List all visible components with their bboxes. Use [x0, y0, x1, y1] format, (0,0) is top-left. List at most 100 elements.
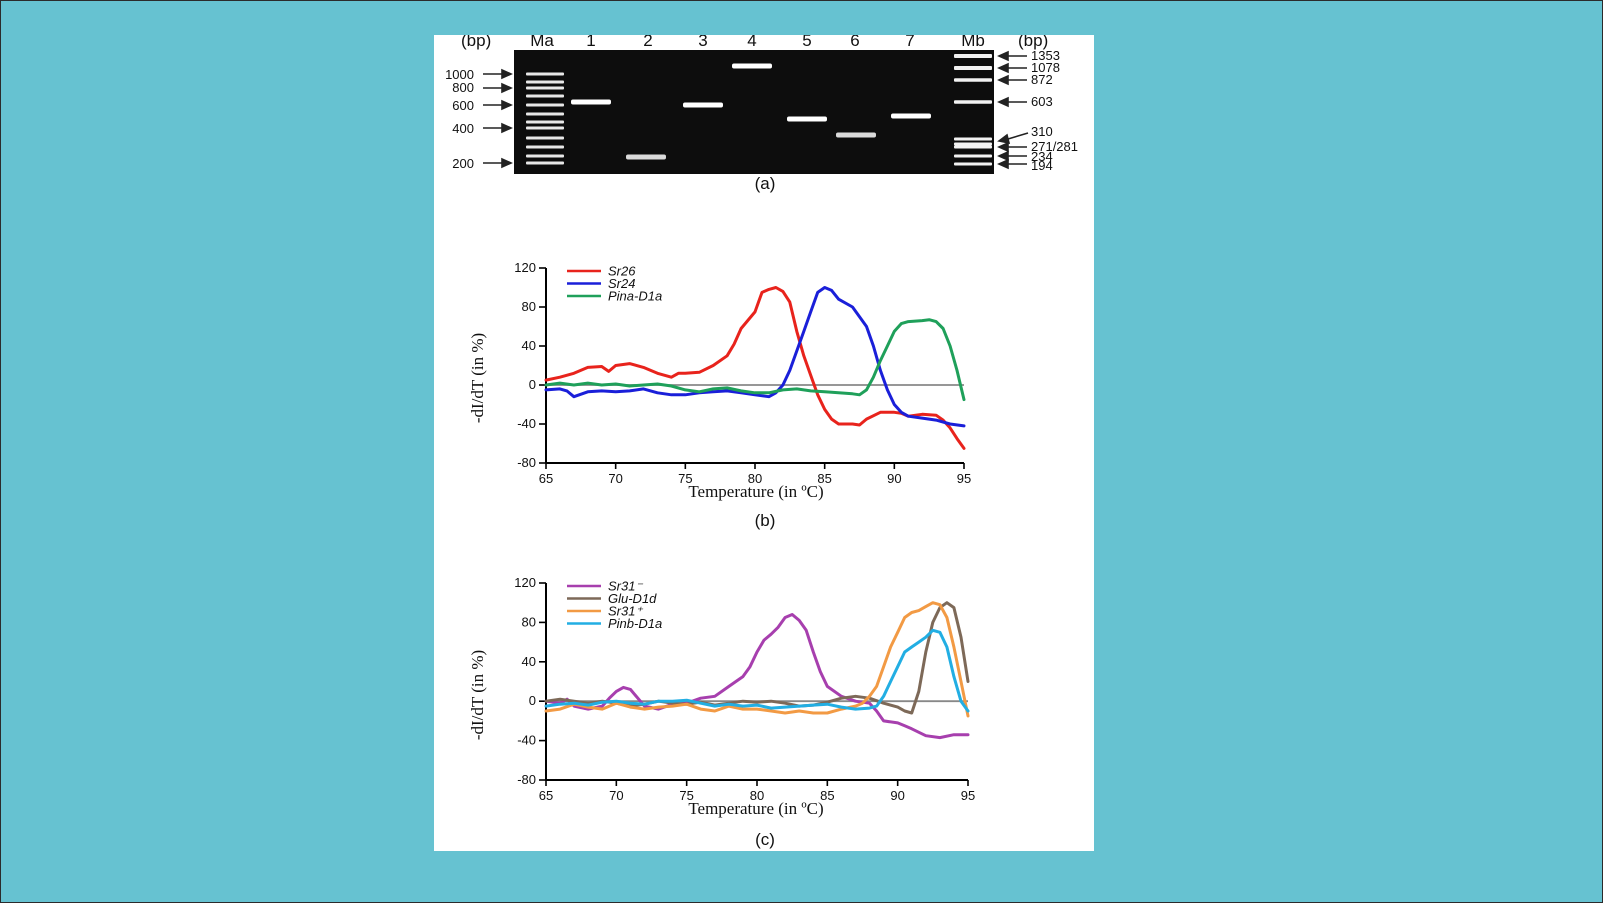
right-markers: 1353 1078 872 603 310 271/281 234 194: [997, 48, 1078, 173]
bp-right-label: (bp): [1018, 35, 1048, 50]
lane-label-ma: Ma: [530, 35, 554, 50]
ladder-mb-band: [954, 142, 992, 146]
x-tick-label: 95: [957, 471, 971, 486]
figure-svg: (bp) (bp) Ma 1 2 3 4 5 6 7 Mb 1000 800 6…: [445, 35, 1078, 849]
panel-label-a: (a): [755, 174, 776, 193]
y-tick-label: 40: [522, 338, 536, 353]
lane-3-band: [683, 102, 723, 108]
x-tick-label: 65: [539, 471, 553, 486]
marker-603: 603: [1031, 94, 1053, 109]
chart-c-ylabel: -dI/dT (in %): [468, 650, 487, 740]
ladder-ma-band: [526, 154, 564, 158]
ladder-mb-band: [954, 137, 992, 141]
y-tick-label: 80: [522, 614, 536, 629]
marker-1000: 1000: [445, 67, 474, 82]
lane-label-3: 3: [698, 35, 707, 50]
ladder-mb-band: [954, 162, 992, 166]
lane-label-mb: Mb: [961, 35, 985, 50]
chart-c-xlabel: Temperature (in ºC): [688, 799, 823, 818]
marker-872: 872: [1031, 72, 1053, 87]
chart-b-series: [544, 286, 966, 450]
ladder-ma-band: [526, 145, 564, 149]
lane-4-band: [732, 63, 772, 69]
x-tick-label: 85: [817, 471, 831, 486]
ladder-ma-band: [526, 136, 564, 140]
lane-2-band: [626, 154, 666, 160]
marker-600: 600: [452, 98, 474, 113]
x-tick-label: 75: [678, 471, 692, 486]
y-tick-label: 80: [522, 299, 536, 314]
ladder-mb-band: [954, 66, 992, 70]
x-tick-label: 70: [608, 471, 622, 486]
ladder-ma-band: [526, 112, 564, 116]
series-line-sr26: [544, 286, 966, 450]
lane-label-2: 2: [643, 35, 652, 50]
y-tick-label: -40: [517, 733, 536, 748]
x-tick-label: 90: [887, 471, 901, 486]
lane-5-band: [787, 116, 827, 122]
marker-1353: 1353: [1031, 48, 1060, 63]
y-tick-label: 120: [514, 260, 536, 275]
y-tick-label: 0: [529, 693, 536, 708]
y-tick-label: -40: [517, 416, 536, 431]
panel-label-c: (c): [755, 830, 775, 849]
gel-image: [514, 50, 994, 174]
y-tick-label: -80: [517, 772, 536, 787]
ladder-mb-band: [954, 54, 992, 58]
legend-label-sr31: Sr31⁻: [608, 579, 643, 594]
y-tick-label: 120: [514, 575, 536, 590]
melt-curve-chart-b: -80 -40 0 40 80 120 65 70 75 80 85 90 95 Sr26Sr24Pin…: [468, 260, 971, 530]
lane-labels: Ma 1 2 3 4 5 6 7 Mb: [530, 35, 985, 50]
ladder-ma-band: [526, 126, 564, 130]
marker-234: 234: [1031, 149, 1053, 164]
series-line-pinb-d1a: [544, 628, 970, 713]
series-line-sr31: [544, 613, 970, 740]
lane-6-band: [836, 132, 876, 138]
figure-panel: (bp) (bp) Ma 1 2 3 4 5 6 7 Mb 1000 800 6…: [434, 35, 1094, 851]
chart-b-xlabel: Temperature (in ºC): [688, 482, 823, 501]
legend-label-pina-d1a: Pina-D1a: [608, 289, 662, 304]
ladder-ma-band: [526, 161, 564, 165]
left-markers: 1000 800 600 400 200: [445, 67, 513, 171]
ladder-ma-band: [526, 86, 564, 90]
ladder-ma-band: [526, 72, 564, 76]
ladder-ma-band: [526, 120, 564, 124]
marker-800: 800: [452, 80, 474, 95]
legend-label-sr31: Sr31⁺: [608, 604, 643, 619]
marker-271-281: 271/281: [1031, 139, 1078, 154]
ladder-ma-band: [526, 103, 564, 107]
ladder-mb-band: [954, 78, 992, 82]
ladder-mb-band: [954, 145, 992, 149]
melt-curve-chart-c: -80 -40 0 40 80 120 65 70 75 80 85 90 95 Sr31⁻Glu-D1…: [468, 575, 975, 849]
marker-194: 194: [1031, 158, 1053, 173]
series-line-sr31: [544, 601, 970, 718]
ladder-ma-band: [526, 80, 564, 84]
legend-label-pinb-d1a: Pinb-D1a: [608, 616, 662, 631]
x-tick-label: 95: [961, 788, 975, 803]
lane-7-band: [891, 113, 931, 119]
chart-b-ylabel: -dI/dT (in %): [468, 333, 487, 423]
panel-label-b: (b): [755, 511, 776, 530]
x-tick-label: 70: [609, 788, 623, 803]
ladder-mb-band: [954, 100, 992, 104]
legend-label-sr26: Sr26: [608, 264, 636, 279]
marker-400: 400: [452, 121, 474, 136]
legend-label-glu-d1d: Glu-D1d: [608, 591, 657, 606]
lane-label-5: 5: [802, 35, 811, 50]
x-tick-label: 75: [679, 788, 693, 803]
chart-b-axes: -80 -40 0 40 80 120 65 70 75 80 85 90 95: [514, 260, 971, 486]
series-line-sr24: [544, 286, 966, 428]
ladder-mb-band: [954, 154, 992, 158]
chart-c-axes: -80 -40 0 40 80 120 65 70 75 80 85 90 95: [514, 575, 975, 803]
series-line-pina-d1a: [544, 318, 966, 402]
gel-bands: [526, 54, 992, 166]
bp-left-label: (bp): [461, 35, 491, 50]
x-tick-label: 80: [748, 471, 762, 486]
legend-label-sr24: Sr24: [608, 276, 635, 291]
lane-label-7: 7: [905, 35, 914, 50]
lane-1-band: [571, 99, 611, 105]
x-tick-label: 65: [539, 788, 553, 803]
marker-200: 200: [452, 156, 474, 171]
